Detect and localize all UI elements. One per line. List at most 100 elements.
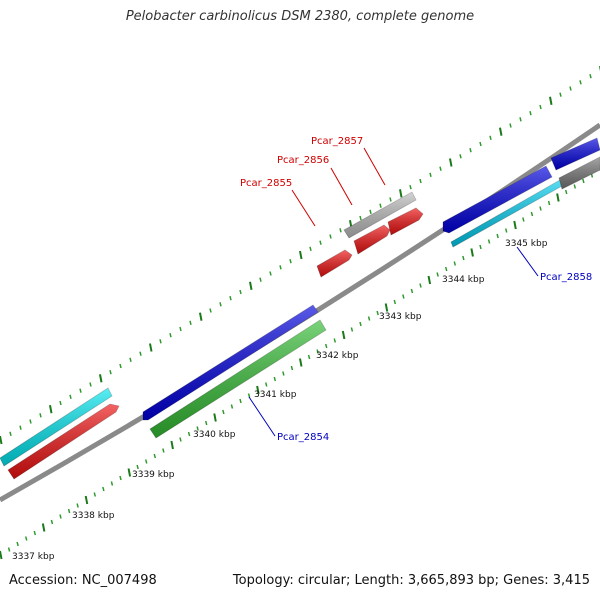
inner-tick: [222, 409, 225, 415]
inner-tick: [410, 288, 414, 294]
inner-tick: [7, 547, 11, 552]
gene-arrow-shade: [150, 320, 326, 438]
label-leader-line: [516, 246, 539, 277]
outer-tick: [499, 127, 503, 136]
outer-tick-ring: [0, 66, 600, 445]
outer-tick: [29, 419, 32, 424]
outer-tick: [189, 320, 192, 326]
outer-tick: [239, 289, 242, 295]
inner-tick: [290, 365, 294, 371]
inner-tick: [393, 299, 397, 305]
inner-tick: [427, 275, 432, 285]
outer-tick: [179, 326, 182, 332]
inner-tick: [556, 193, 560, 202]
outer-tick: [129, 357, 132, 363]
outer-tick: [209, 308, 212, 313]
inner-tick: [547, 200, 551, 206]
kbp-label: 3341 kbp: [254, 390, 297, 400]
genome-backbone: [0, 122, 600, 503]
inner-tick: [50, 519, 54, 525]
label-leader-line: [330, 167, 353, 206]
outer-tick: [19, 425, 22, 430]
outer-tick: [69, 394, 72, 400]
kbp-labels: 3337 kbp 3338 kbp 3339 kbp 3340 kbp 3341 kbp…: [12, 239, 548, 562]
inner-tick: [282, 371, 285, 376]
outer-tick: [159, 339, 162, 344]
inner-tick: [504, 228, 508, 233]
inner-tick: [24, 536, 28, 541]
inner-tick-ring: [0, 166, 600, 560]
inner-tick: [462, 255, 465, 261]
inner-tick: [119, 475, 122, 481]
gene-label-pcar_2854[interactable]: Pcar_2854: [277, 432, 329, 443]
outer-tick: [539, 104, 542, 110]
inner-tick: [564, 189, 568, 195]
inner-tick: [453, 261, 457, 266]
outer-tick: [309, 246, 312, 252]
gene-label-pcar_2857[interactable]: Pcar_2857: [311, 136, 363, 147]
inner-tick: [367, 316, 371, 321]
outer-tick: [139, 351, 142, 356]
outer-tick: [199, 312, 203, 321]
inner-tick: [59, 514, 62, 519]
outer-tick: [269, 271, 272, 276]
outer-tick: [249, 281, 253, 291]
outer-tick: [339, 228, 342, 233]
outer-tick: [359, 215, 362, 221]
outer-tick: [89, 382, 92, 387]
kbp-label: 3337 kbp: [12, 552, 55, 562]
gene-arrow-shade: [451, 180, 562, 247]
inner-tick: [187, 431, 191, 437]
inner-tick: [324, 343, 328, 349]
outer-tick: [469, 147, 472, 153]
inner-tick: [264, 382, 268, 387]
kbp-label: 3342 kbp: [316, 351, 359, 361]
outer-tick: [299, 250, 303, 260]
inner-tick: [196, 426, 199, 431]
outer-tick: [409, 184, 412, 190]
inner-tick: [239, 398, 242, 404]
gene-label-pcar_2855[interactable]: Pcar_2855: [240, 178, 292, 189]
gene-arrow-shade: [0, 388, 112, 466]
inner-tick: [102, 486, 105, 492]
gene-label-pcar_2856[interactable]: Pcar_2856: [277, 155, 329, 166]
inner-tick: [76, 503, 79, 508]
inner-tick: [539, 206, 542, 211]
inner-tick: [273, 376, 277, 382]
kbp-label: 3339 kbp: [132, 470, 175, 480]
inner-tick: [496, 233, 499, 239]
kbp-label: 3338 kbp: [72, 511, 115, 521]
map-title: Pelobacter carbinolicus DSM 2380, comple…: [125, 9, 475, 24]
gene-arrow-shade: [443, 166, 552, 233]
kbp-label: 3340 kbp: [193, 430, 236, 440]
inner-tick: [153, 453, 157, 459]
outer-tick: [0, 435, 3, 445]
outer-tick: [459, 154, 462, 159]
gene-label-pcar_2858[interactable]: Pcar_2858: [540, 272, 592, 283]
inner-tick: [213, 413, 217, 422]
inner-tick: [307, 354, 311, 360]
inner-tick: [316, 349, 319, 354]
label-leaders: [248, 147, 539, 437]
inner-tick: [127, 468, 132, 477]
kbp-label: 3343 kbp: [379, 312, 422, 322]
inner-tick: [170, 440, 174, 450]
gene-arrow-shade: [344, 192, 416, 238]
inner-tick: [522, 217, 525, 222]
inner-tick: [93, 492, 97, 497]
inner-tick: [67, 508, 71, 514]
label-leader-line: [291, 189, 316, 227]
outer-tick: [329, 234, 332, 239]
outer-tick: [79, 388, 82, 393]
gene-arrow-shade: [551, 138, 600, 170]
outer-tick: [9, 431, 12, 437]
outer-tick: [549, 96, 553, 106]
inner-tick: [33, 530, 37, 536]
outer-tick: [59, 400, 62, 406]
outer-tick: [279, 265, 282, 270]
outer-tick: [319, 240, 322, 245]
gene-arrow-shade: [143, 305, 318, 420]
label-leader-line: [363, 147, 386, 186]
inner-tick: [84, 495, 89, 505]
